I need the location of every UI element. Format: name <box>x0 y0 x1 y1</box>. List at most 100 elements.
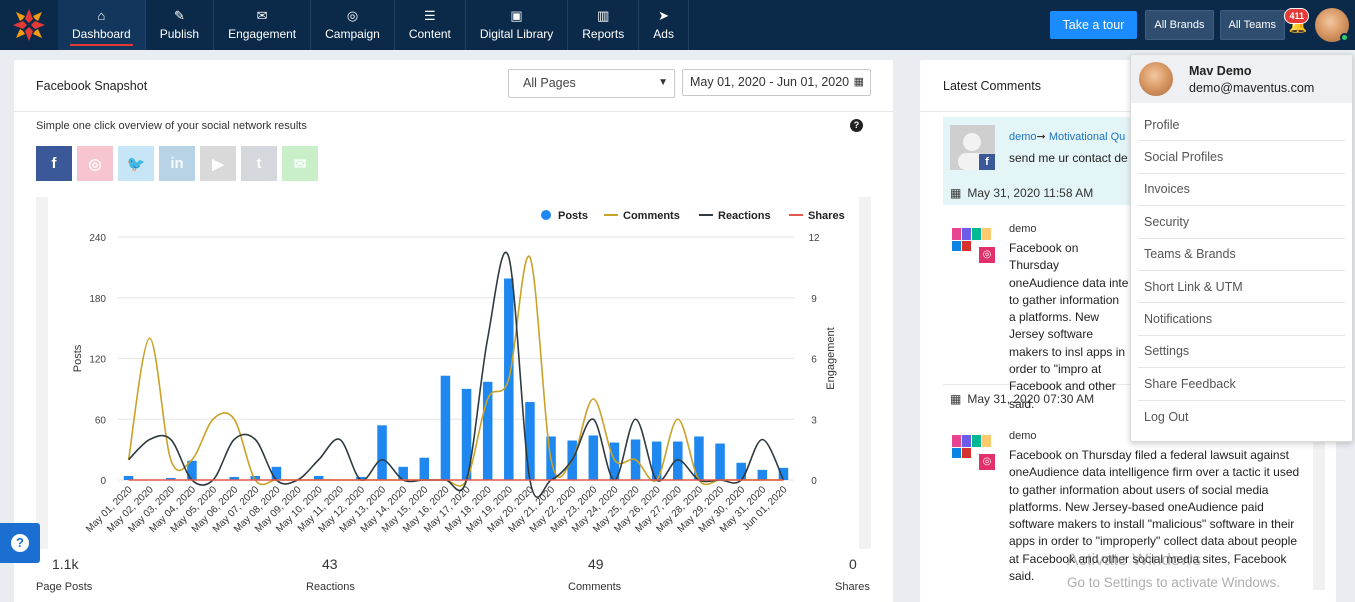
nav-item-engagement[interactable]: ✉ Engagement <box>214 0 312 50</box>
top-navbar: ⌂ Dashboard ✎ Publish ✉ Engagement ◎ Campaign ☰ C… <box>0 0 1355 50</box>
linkedin-icon: in <box>170 155 184 172</box>
marketing-logo-icon <box>950 425 995 470</box>
facebook-badge-icon: f <box>979 154 995 170</box>
comment-item[interactable]: ◎ demo Facebook on Thursday filed a fede… <box>943 417 1313 587</box>
comment-author[interactable]: demo <box>1009 131 1037 143</box>
line-reactions <box>127 251 785 499</box>
bar-posts <box>398 466 408 480</box>
bar-posts <box>673 441 683 480</box>
page-select[interactable]: All Pages ▼ <box>508 69 675 98</box>
menu-item-profile[interactable]: Profile <box>1138 109 1345 142</box>
user-avatar-placeholder: f <box>950 125 995 170</box>
all-teams-button[interactable]: All Teams <box>1219 10 1285 40</box>
nav-item-campaign[interactable]: ◎ Campaign <box>311 0 395 50</box>
bar-posts <box>187 460 197 480</box>
nav-item-label: Content <box>408 27 451 41</box>
menu-item-security[interactable]: Security <box>1138 206 1345 239</box>
notifications-button[interactable]: 🔔 411 <box>1284 8 1311 40</box>
comment-author: demo <box>1009 223 1037 235</box>
bar-posts <box>123 475 134 480</box>
app-logo[interactable] <box>0 0 58 50</box>
logo-icon <box>13 9 45 41</box>
menu-item-short-link-utm[interactable]: Short Link & UTM <box>1138 271 1345 304</box>
menu-item-settings[interactable]: Settings <box>1138 336 1345 369</box>
instagram-icon: ◎ <box>88 155 102 173</box>
y-tick-label: 60 <box>95 415 107 426</box>
network-button-instagram[interactable]: ◎ <box>77 146 113 181</box>
comment-text: send me ur contact de <box>1009 151 1128 165</box>
comments-title: Latest Comments <box>920 60 1336 112</box>
bar-posts <box>736 462 746 480</box>
nav-item-ads[interactable]: ➤ Ads <box>639 0 689 50</box>
comment-target-page[interactable]: Motivational Qu <box>1048 131 1126 143</box>
briefcase-icon: ▣ <box>510 8 523 23</box>
stat-label: Shares <box>835 581 870 593</box>
menu-item-share-feedback[interactable]: Share Feedback <box>1138 368 1345 401</box>
question-icon: ? <box>11 534 29 552</box>
network-button-youtube[interactable]: ▶ <box>200 146 236 181</box>
nav-item-dashboard[interactable]: ⌂ Dashboard <box>58 0 146 50</box>
bar-posts <box>229 476 239 480</box>
y-tick-label: 240 <box>89 233 106 244</box>
menu-item-teams-brands[interactable]: Teams & Brands <box>1138 239 1345 271</box>
comment-date: ▦ May 31, 2020 11:58 AM <box>950 186 1094 200</box>
bar-posts <box>419 457 430 480</box>
nav-item-digital-library[interactable]: ▣ Digital Library <box>466 0 569 50</box>
chevron-down-icon: ▼ <box>658 77 668 88</box>
network-button-tumblr[interactable]: t <box>241 146 277 181</box>
target-icon: ◎ <box>346 8 359 23</box>
snapshot-chart: 0 60 120 180 240 0 3 6 9 12 Posts Engagement May 01,… <box>36 197 871 549</box>
take-tour-button[interactable]: Take a tour <box>1049 11 1138 39</box>
network-selector: f ◎ 🐦 in ▶ t ✉ <box>36 146 318 181</box>
network-button-wechat[interactable]: ✉ <box>282 146 318 181</box>
bar-posts <box>250 475 261 480</box>
menu-item-social-profiles[interactable]: Social Profiles <box>1138 141 1345 174</box>
menu-item-log-out[interactable]: Log Out <box>1144 409 1189 424</box>
calendar-icon: ▦ <box>853 76 864 88</box>
bar-posts <box>525 402 535 480</box>
bar-posts <box>377 425 387 480</box>
menu-user-email: demo@maventus.com <box>1189 80 1315 95</box>
twitter-icon: 🐦 <box>126 155 146 173</box>
y2-tick-label: 9 <box>811 294 817 305</box>
y2-tick-label: 0 <box>811 476 817 487</box>
nav-item-label: Campaign <box>325 27 380 41</box>
y2-axis-label: Engagement <box>825 327 837 389</box>
user-dropdown-menu: Mav Demo demo@maventus.com Profile Social… <box>1130 54 1353 442</box>
network-button-twitter[interactable]: 🐦 <box>118 146 154 181</box>
y2-tick-label: 3 <box>811 415 817 426</box>
network-button-facebook[interactable]: f <box>36 146 72 181</box>
menu-user-header: Mav Demo demo@maventus.com <box>1131 55 1352 103</box>
stat-value-page-posts: 1.1k <box>52 556 79 572</box>
network-button-linkedin[interactable]: in <box>159 146 195 181</box>
comment-text: Facebook on Thursday oneAudience data in… <box>1009 241 1129 411</box>
marketing-logo-icon <box>950 218 995 263</box>
brand-thumbnail: ◎ <box>950 425 995 470</box>
bar-posts <box>588 435 599 480</box>
windows-watermark-subtitle: Go to Settings to activate Windows. <box>1067 575 1281 590</box>
nav-item-publish[interactable]: ✎ Publish <box>146 0 215 50</box>
youtube-icon: ▶ <box>212 155 224 173</box>
nav-item-label: Publish <box>159 27 200 41</box>
nav-item-content[interactable]: ☰ Content <box>395 0 466 50</box>
all-brands-button[interactable]: All Brands <box>1145 10 1214 40</box>
instagram-badge-icon: ◎ <box>979 454 995 470</box>
stat-label: Page Posts <box>36 581 93 593</box>
menu-item-notifications[interactable]: Notifications <box>1138 303 1345 336</box>
nav-right-tools: Take a tour All Brands All Teams 🔔 411 <box>1049 0 1355 50</box>
nav-item-reports[interactable]: ▥ Reports <box>568 0 640 50</box>
stat-value-shares: 0 <box>849 556 857 572</box>
nav-item-label: Ads <box>653 27 674 41</box>
menu-item-invoices[interactable]: Invoices <box>1138 174 1345 207</box>
date-range-picker[interactable]: May 01, 2020 - Jun 01, 2020 ▦ <box>682 69 871 96</box>
bar-posts <box>651 441 662 480</box>
bar-posts <box>609 442 620 480</box>
nav-item-label: Engagement <box>228 27 297 41</box>
user-avatar-button[interactable] <box>1315 8 1349 42</box>
bar-posts <box>356 476 366 480</box>
help-chat-button[interactable]: ? <box>0 523 40 563</box>
comment-item[interactable]: ◎ demo Facebook on Thursday oneAudience … <box>943 210 1313 411</box>
snapshot-header: Facebook Snapshot All Pages ▼ May 01, 20… <box>14 60 893 112</box>
legend-marker <box>541 210 551 220</box>
help-icon[interactable]: ? <box>850 119 863 132</box>
